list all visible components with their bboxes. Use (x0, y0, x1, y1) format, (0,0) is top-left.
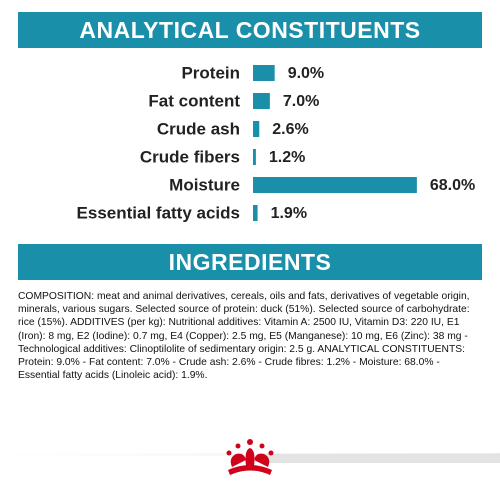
chart: Protein 9.0% Fat content 7.0% Crude ash 2.6% C… (77, 63, 476, 222)
bar (253, 121, 260, 137)
bar (253, 93, 270, 109)
category-label: Fat content (148, 91, 240, 110)
section-header: ANALYTICAL CONSTITUENTS (18, 12, 482, 48)
bar (253, 205, 258, 221)
category-label: Crude ash (157, 119, 240, 138)
brand-logo (226, 439, 274, 475)
category-label: Moisture (169, 175, 240, 194)
bar (253, 177, 417, 193)
category-label: Crude fibers (140, 147, 240, 166)
value-label: 68.0% (430, 177, 475, 194)
category-label: Essential fatty acids (77, 203, 240, 222)
bar (253, 149, 256, 165)
category-label: Protein (181, 63, 240, 82)
divider (260, 454, 500, 463)
value-label: 7.0% (283, 93, 319, 110)
bar (253, 65, 275, 81)
section-header: INGREDIENTS (18, 244, 482, 280)
value-label: 1.2% (269, 149, 305, 166)
value-label: 1.9% (271, 205, 307, 222)
value-label: 9.0% (288, 65, 324, 82)
ingredients-text: COMPOSITION: meat and animal derivatives… (18, 291, 470, 382)
value-label: 2.6% (272, 121, 308, 138)
brand-footer (0, 439, 500, 475)
